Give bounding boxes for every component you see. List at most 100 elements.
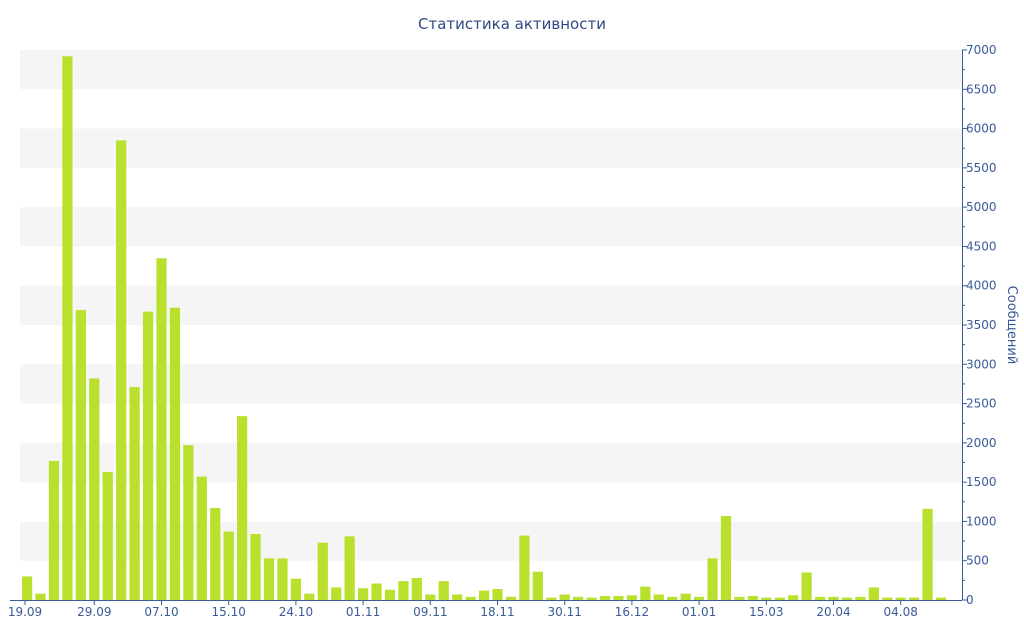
grid-band xyxy=(20,128,962,168)
bar-20 xyxy=(290,578,301,600)
bar-67 xyxy=(922,508,933,600)
x-tick-label: 07.10 xyxy=(144,605,178,619)
bar-52 xyxy=(720,515,732,600)
bar-9 xyxy=(142,311,154,600)
bar-45 xyxy=(626,595,637,600)
bar-68 xyxy=(935,597,947,600)
bar-14 xyxy=(210,508,221,600)
bar-42 xyxy=(586,597,597,600)
x-tick-label: 18.11 xyxy=(480,605,514,619)
x-tick-label: 29.09 xyxy=(77,605,111,619)
x-tick-label: 04.08 xyxy=(884,605,918,619)
bar-46 xyxy=(640,586,651,600)
bar-54 xyxy=(747,596,758,600)
bar-16 xyxy=(237,416,248,600)
bar-19 xyxy=(277,558,288,600)
x-tick-label: 19.09 xyxy=(8,605,42,619)
bar-15 xyxy=(223,531,234,600)
x-tick-label: 30.11 xyxy=(548,605,582,619)
bar-22 xyxy=(317,542,328,600)
x-tick-label: 09.11 xyxy=(413,605,447,619)
y-axis-label: Сообщений xyxy=(1004,286,1019,365)
bar-6 xyxy=(102,471,113,600)
bar-5 xyxy=(89,378,100,600)
bar-24 xyxy=(344,536,355,600)
bar-35 xyxy=(492,589,503,600)
y-tick-label: 6000 xyxy=(966,122,997,136)
bar-47 xyxy=(653,594,664,600)
y-tick-label: 0 xyxy=(966,593,974,607)
bar-61 xyxy=(841,597,853,600)
bar-25 xyxy=(358,588,369,600)
bar-12 xyxy=(183,445,194,600)
y-tick-label: 5000 xyxy=(966,200,997,214)
bar-13 xyxy=(196,476,207,600)
bar-64 xyxy=(882,597,893,600)
bar-60 xyxy=(828,596,839,600)
bar-11 xyxy=(169,307,181,600)
x-tick-label: 15.10 xyxy=(212,605,246,619)
x-tick-label: 24.10 xyxy=(279,605,313,619)
x-tick-label: 01.01 xyxy=(682,605,716,619)
bar-41 xyxy=(573,596,584,600)
bar-26 xyxy=(371,583,382,600)
bar-1 xyxy=(35,593,46,600)
bar-7 xyxy=(116,140,127,601)
bar-27 xyxy=(384,589,396,600)
y-tick-label: 1000 xyxy=(966,514,997,528)
bar-65 xyxy=(895,597,906,600)
bar-28 xyxy=(398,581,409,600)
bar-51 xyxy=(707,558,718,600)
bar-3 xyxy=(62,56,73,601)
bar-17 xyxy=(250,534,261,600)
x-tick-label: 01.11 xyxy=(346,605,380,619)
bar-37 xyxy=(519,535,530,600)
x-tick-label: 16.12 xyxy=(615,605,649,619)
bar-39 xyxy=(546,597,557,600)
bar-4 xyxy=(75,310,86,600)
bar-48 xyxy=(667,596,678,600)
bar-33 xyxy=(465,596,476,600)
bar-38 xyxy=(532,571,543,600)
y-tick-label: 3500 xyxy=(966,318,997,332)
bar-59 xyxy=(814,596,826,600)
bar-29 xyxy=(411,578,422,600)
bar-53 xyxy=(734,596,745,600)
bar-57 xyxy=(788,595,799,600)
y-tick-label: 6500 xyxy=(966,82,997,96)
bar-0 xyxy=(22,576,33,600)
y-tick-label: 1500 xyxy=(966,475,997,489)
grid-band xyxy=(20,207,962,247)
bar-66 xyxy=(909,597,920,600)
bar-63 xyxy=(868,587,879,600)
bar-32 xyxy=(452,594,463,600)
y-tick-label: 7000 xyxy=(966,43,997,57)
bar-36 xyxy=(505,596,517,600)
bar-10 xyxy=(156,258,167,600)
bar-62 xyxy=(855,596,866,600)
bar-31 xyxy=(438,581,449,600)
bar-50 xyxy=(694,596,705,600)
x-tick-label: 15.03 xyxy=(749,605,783,619)
bar-40 xyxy=(559,594,570,600)
bar-56 xyxy=(774,597,785,600)
bar-58 xyxy=(801,572,812,600)
grid-band xyxy=(20,50,962,90)
y-tick-label: 500 xyxy=(966,554,989,568)
bar-55 xyxy=(761,597,772,600)
y-tick-label: 4500 xyxy=(966,239,997,253)
y-tick-label: 5500 xyxy=(966,161,997,175)
x-tick-label: 20.04 xyxy=(816,605,850,619)
y-tick-label: 4000 xyxy=(966,279,997,293)
bar-49 xyxy=(680,593,691,600)
bar-2 xyxy=(48,460,60,600)
bar-44 xyxy=(613,596,624,600)
bar-43 xyxy=(599,596,611,600)
chart-title: Статистика активности xyxy=(418,15,606,33)
bar-18 xyxy=(263,558,275,600)
bar-30 xyxy=(425,594,436,600)
bar-8 xyxy=(129,387,140,600)
bar-23 xyxy=(331,587,342,600)
bar-34 xyxy=(478,590,490,600)
